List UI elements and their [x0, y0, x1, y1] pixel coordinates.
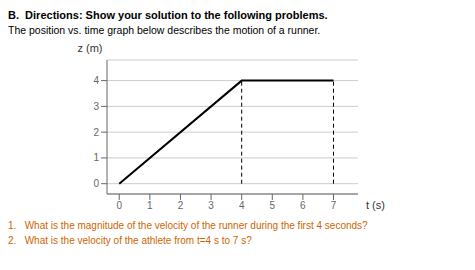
html-text:2. What is the velocity of the: 2. What is the velocity of the athlete f… [8, 235, 252, 246]
svg-text:7: 7 [330, 200, 336, 211]
svg-text:2: 2 [93, 127, 99, 138]
svg-text:6: 6 [300, 200, 306, 211]
svg-text:4: 4 [93, 75, 99, 86]
svg-text:2: 2 [177, 200, 183, 211]
html-text:1. What is the magnitude of th: 1. What is the magnitude of the velocity… [8, 220, 368, 231]
svg-text:0: 0 [93, 178, 99, 189]
html-text:B. Directions: Show your solut: B. Directions: Show your solution to the… [8, 9, 328, 21]
svg-text:1: 1 [147, 200, 153, 211]
svg-text:4: 4 [238, 200, 244, 211]
svg-text:5: 5 [269, 200, 275, 211]
svg-text:1: 1 [93, 152, 99, 163]
svg-text:0: 0 [116, 200, 122, 211]
svg-text:3: 3 [93, 101, 99, 112]
svg-text:3: 3 [208, 200, 214, 211]
svg-text:t (s): t (s) [366, 199, 385, 211]
html-text:The position vs. time graph be: The position vs. time graph below descri… [8, 24, 321, 36]
svg-text:z (m): z (m) [77, 42, 102, 54]
